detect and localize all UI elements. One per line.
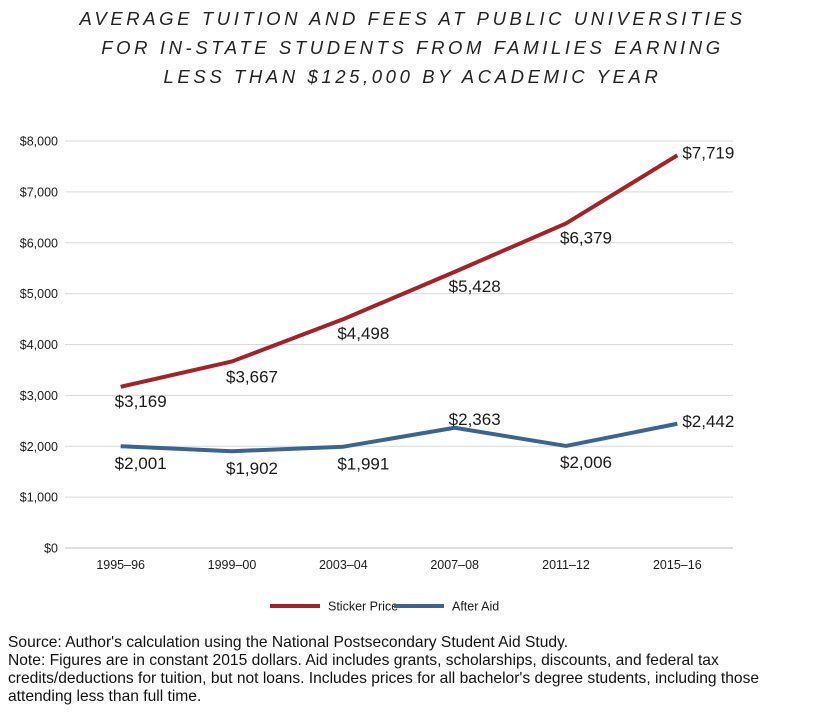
sticker-price-data-label: $6,379 (560, 228, 612, 247)
x-tick-label: 2007–08 (430, 558, 479, 572)
after-aid-data-label: $2,001 (115, 454, 167, 473)
x-axis: 1995–96 1999–00 2003–04 2007–08 2011–12 2015–… (96, 558, 701, 572)
sticker-price-data-label: $3,169 (115, 392, 167, 411)
after-aid-data-label: $2,363 (449, 410, 501, 429)
after-aid-data-label: $1,902 (226, 459, 278, 478)
gridlines (65, 140, 733, 549)
y-tick-label: $5,000 (20, 287, 58, 301)
y-tick-label: $1,000 (20, 491, 58, 505)
y-tick-label: $0 (44, 542, 58, 556)
note-text: Note: Figures are in constant 2015 dolla… (8, 652, 760, 705)
sticker-price-data-label: $3,667 (226, 367, 278, 386)
after-aid-data-label: $1,991 (337, 455, 389, 474)
after-aid-data-label: $2,442 (682, 412, 734, 431)
line-chart: $0 $1,000 $2,000 $3,000 $4,000 $5,000 $6,000 $7… (20, 135, 735, 614)
sticker-price-data-label: $5,428 (449, 277, 501, 296)
y-tick-label: $2,000 (20, 440, 58, 454)
footnote: Source: Author's calculation using the N… (8, 634, 820, 706)
chart-title-line-1: AVERAGE TUITION AND FEES AT PUBLIC UNIVE… (79, 8, 746, 29)
sticker-price-data-label: $4,498 (337, 324, 389, 343)
x-tick-label: 2003–04 (319, 558, 368, 572)
chart-title-line-2: FOR IN-STATE STUDENTS FROM FAMILIES EARN… (101, 37, 724, 58)
sticker-price-legend-label: Sticker Price (328, 600, 398, 614)
x-tick-label: 2015–16 (653, 558, 702, 572)
legend: Sticker Price After Aid (270, 600, 499, 614)
data-labels: $3,169 $3,667 $4,498 $5,428 $6,379 $7,719 $2,0… (115, 143, 735, 478)
source-text: Source: Author's calculation using the N… (8, 634, 569, 651)
after-aid-line (120, 421, 678, 454)
sticker-price-data-label: $7,719 (682, 143, 734, 162)
x-tick-label: 1999–00 (208, 558, 257, 572)
y-tick-label: $7,000 (20, 185, 58, 199)
after-aid-legend-label: After Aid (452, 600, 499, 614)
x-tick-label: 2011–12 (542, 558, 590, 572)
series-lines (120, 153, 679, 454)
y-tick-label: $4,000 (20, 338, 58, 352)
x-tick-label: 1995–96 (96, 558, 145, 572)
after-aid-data-label: $2,006 (560, 453, 612, 472)
chart-title-line-3: LESS THAN $125,000 BY ACADEMIC YEAR (163, 66, 662, 87)
y-tick-label: $6,000 (20, 236, 58, 250)
y-tick-label: $8,000 (20, 135, 58, 149)
y-tick-label: $3,000 (20, 389, 58, 403)
sticker-price-line (120, 153, 679, 389)
y-axis: $0 $1,000 $2,000 $3,000 $4,000 $5,000 $6,000 $7… (20, 135, 58, 556)
chart-title: AVERAGE TUITION AND FEES AT PUBLIC UNIVE… (0, 4, 825, 91)
